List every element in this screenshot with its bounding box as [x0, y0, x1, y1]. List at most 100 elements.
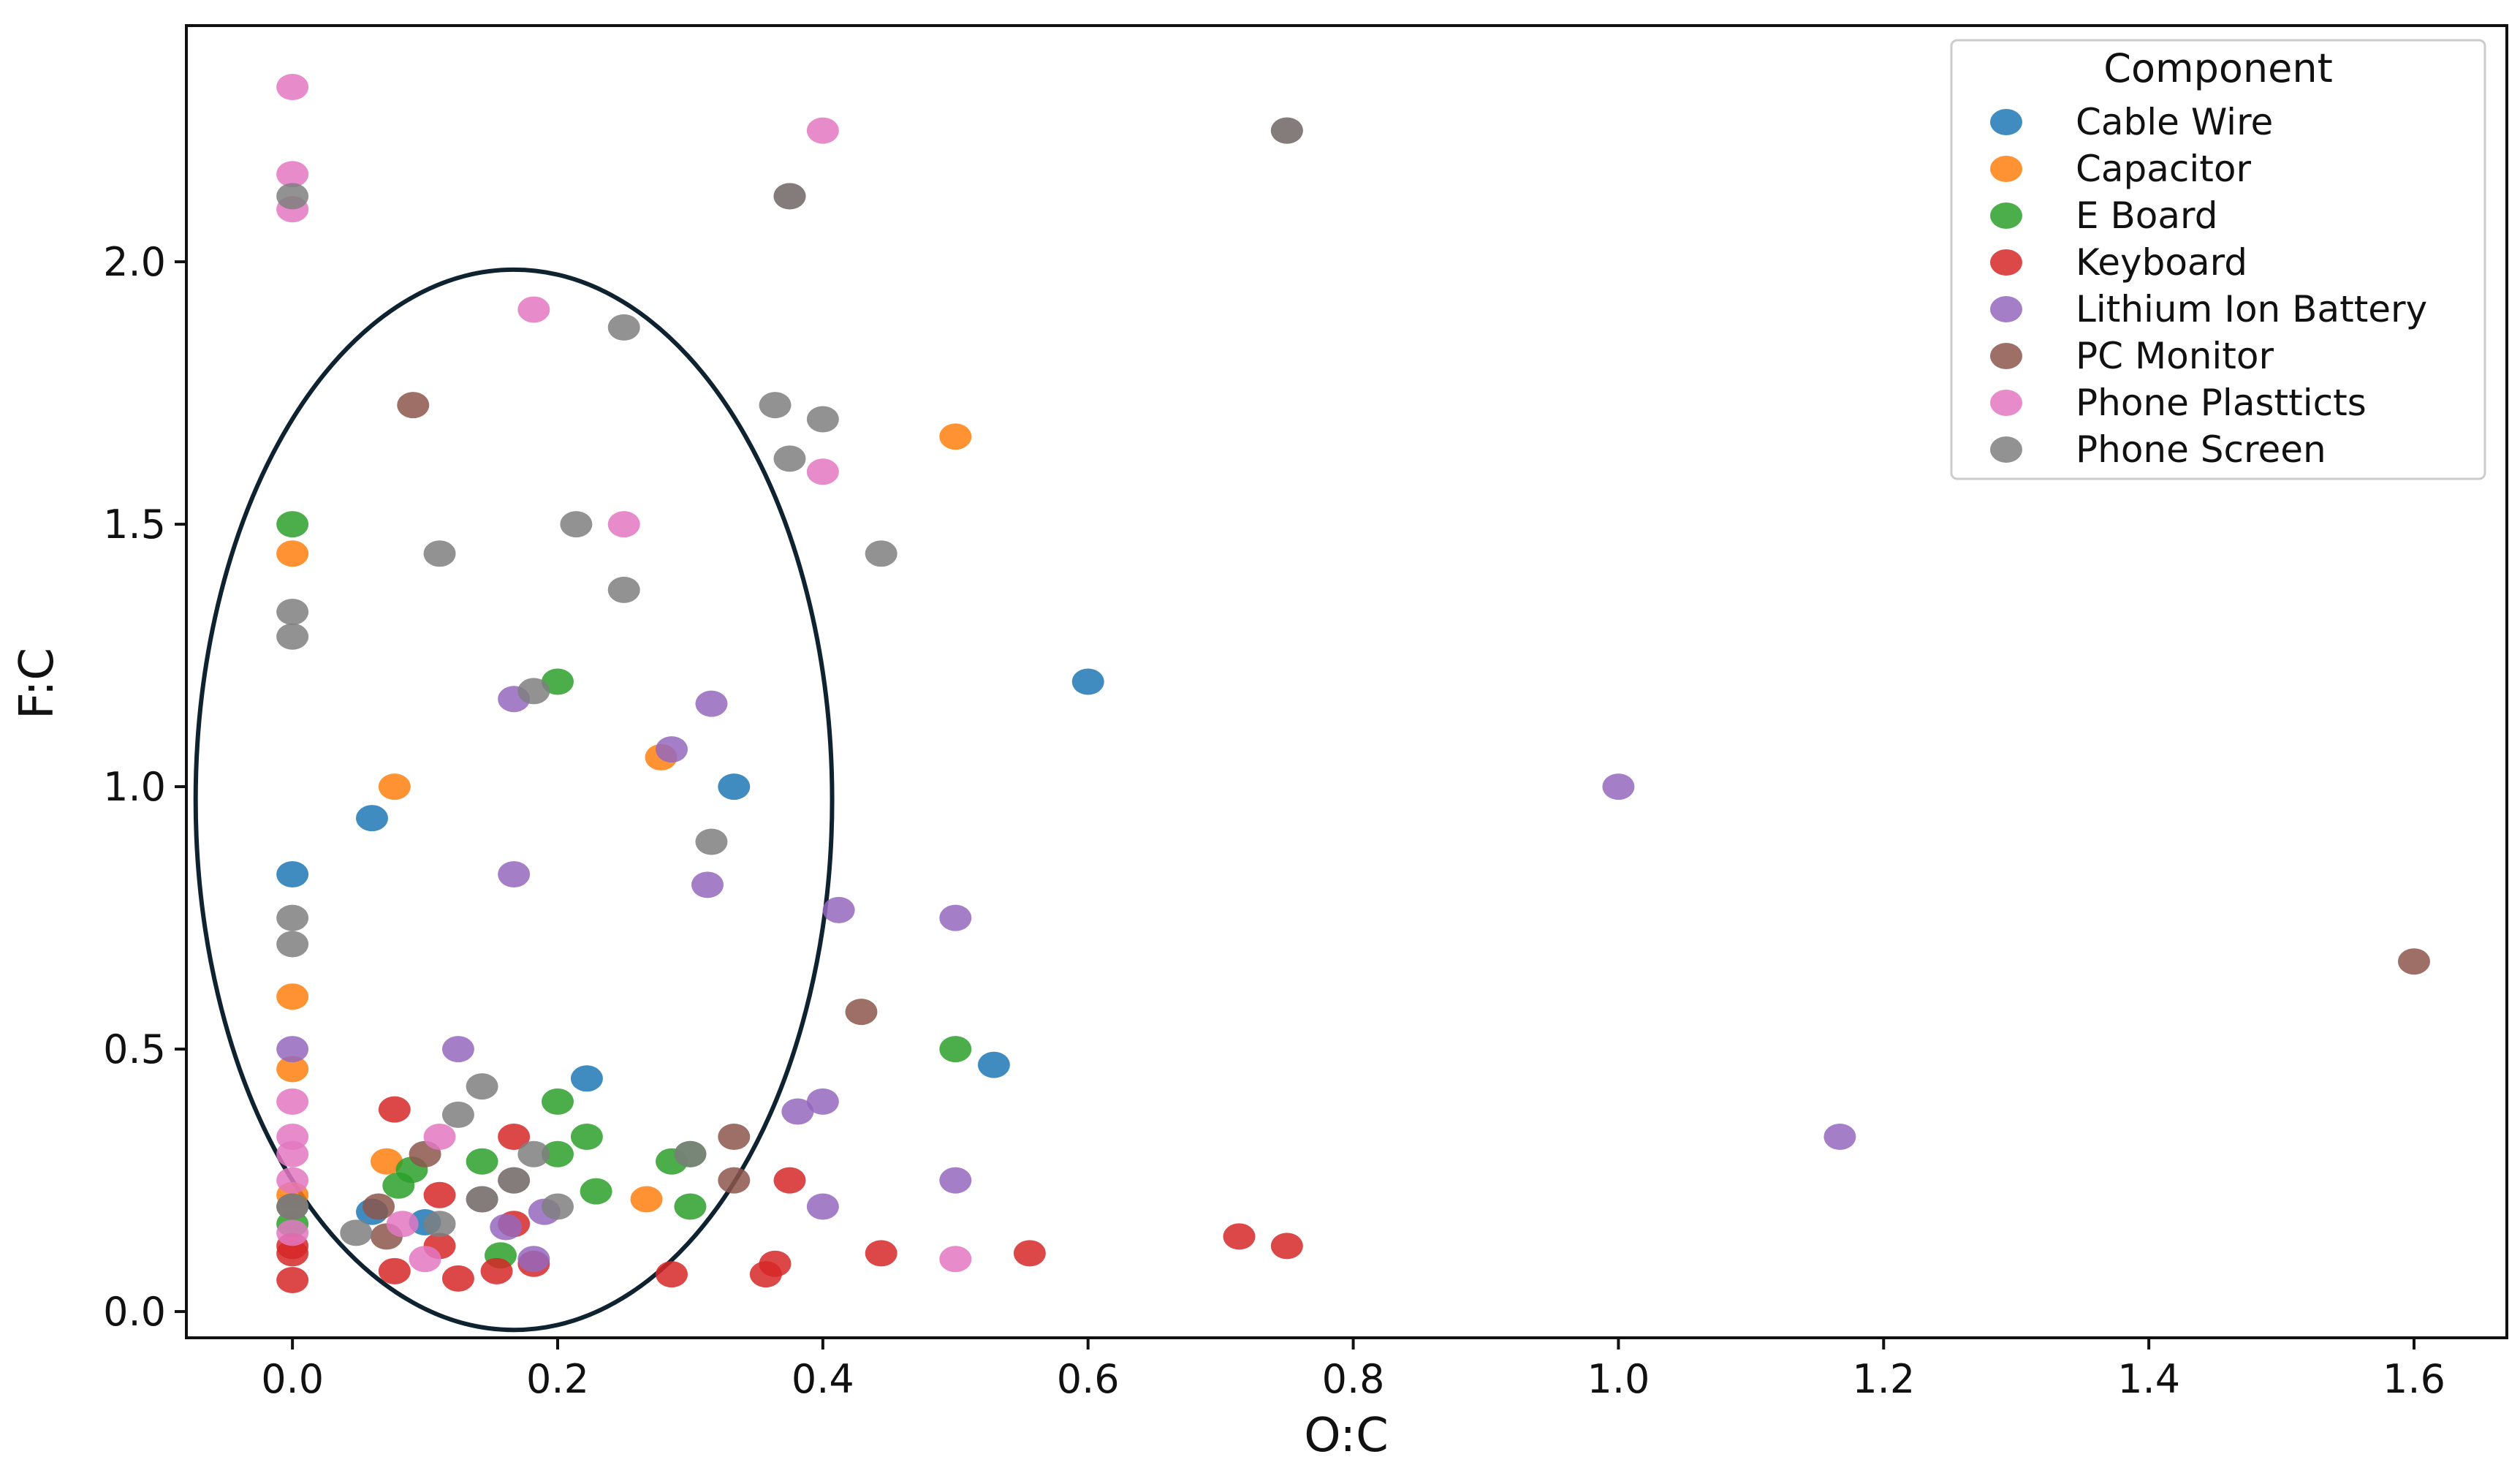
data-point-phone-plastticts [517, 296, 550, 323]
x-tick-label: 0.4 [792, 1356, 854, 1402]
data-point-phone-screen [423, 1211, 456, 1238]
data-point-lithium-ion-battery [691, 871, 724, 898]
legend-label: Lithium Ion Battery [2076, 288, 2427, 330]
data-point-e-board [542, 1088, 574, 1115]
data-point-cable-wire [276, 861, 309, 888]
data-point-phone-screen [695, 828, 728, 855]
data-point-e-board [466, 1148, 498, 1175]
data-point-capacitor [276, 540, 309, 567]
data-point-lithium-ion-battery [490, 1214, 523, 1241]
x-tick-label: 1.2 [1852, 1356, 1915, 1402]
data-point-capacitor [378, 773, 411, 800]
data-point-keyboard [480, 1257, 513, 1284]
legend-label: Phone Screen [2076, 428, 2326, 471]
data-point-lithium-ion-battery [441, 1036, 474, 1063]
legend-title: Component [2103, 45, 2333, 91]
data-point-keyboard [1013, 1240, 1046, 1267]
data-point-keyboard [423, 1181, 456, 1208]
legend-marker [1990, 436, 2022, 463]
data-point-phone-screen [674, 1140, 707, 1167]
data-point-e-board [580, 1178, 612, 1205]
x-tick-label: 0.8 [1322, 1356, 1385, 1402]
data-point-pc-monitor [718, 1124, 751, 1151]
series-phone-plastticts [276, 74, 972, 1273]
data-point-phone-screen [276, 599, 309, 626]
x-tick-label: 0.2 [526, 1356, 589, 1402]
data-point-phone-screen [1270, 117, 1303, 144]
data-point-e-board [570, 1124, 603, 1151]
data-point-capacitor [276, 983, 309, 1010]
highlight-ellipse [193, 267, 835, 1333]
legend-marker [1990, 156, 2022, 182]
data-point-cable-wire [570, 1065, 603, 1092]
data-point-phone-plastticts [607, 511, 640, 538]
data-point-capacitor [630, 1186, 663, 1213]
data-point-keyboard [656, 1261, 688, 1288]
data-point-phone-plastticts [276, 1167, 309, 1194]
data-point-phone-screen [865, 540, 897, 567]
data-point-keyboard [865, 1240, 897, 1267]
legend-marker [1990, 202, 2022, 229]
data-point-phone-screen [773, 183, 806, 210]
legend-label: Cable Wire [2076, 101, 2273, 143]
data-point-lithium-ion-battery [1823, 1124, 1856, 1151]
data-point-lithium-ion-battery [695, 690, 728, 717]
data-point-phone-screen [517, 678, 550, 705]
data-point-phone-screen [542, 1193, 574, 1220]
data-point-cable-wire [1071, 668, 1104, 695]
data-point-keyboard [1270, 1233, 1303, 1260]
data-point-lithium-ion-battery [656, 736, 688, 763]
legend-label: Phone Plastticts [2076, 382, 2367, 424]
data-point-lithium-ion-battery [939, 904, 972, 931]
data-point-phone-screen [498, 1167, 531, 1194]
ellipse-annotations [193, 267, 835, 1333]
data-point-capacitor [370, 1148, 403, 1175]
data-point-pc-monitor [397, 392, 430, 419]
y-tick-label: 1.5 [103, 501, 166, 548]
legend-label: PC Monitor [2076, 335, 2274, 377]
legend-marker [1990, 249, 2022, 276]
legend-box [1950, 39, 2486, 480]
legend-label: Capacitor [2076, 148, 2252, 190]
y-tick-label: 0.0 [103, 1289, 166, 1335]
data-point-lithium-ion-battery [276, 1036, 309, 1063]
data-point-phone-plastticts [276, 1088, 309, 1115]
data-point-keyboard [276, 1267, 309, 1294]
data-point-phone-screen [276, 1193, 309, 1220]
series-keyboard [276, 1096, 1303, 1294]
data-point-cable-wire [718, 773, 751, 800]
data-point-phone-plastticts [276, 74, 309, 101]
data-point-phone-plastticts [806, 117, 839, 144]
data-point-e-board [542, 668, 574, 695]
data-point-lithium-ion-battery [498, 861, 531, 888]
data-point-e-board [939, 1036, 972, 1063]
data-point-phone-screen [423, 540, 456, 567]
data-point-phone-screen [806, 406, 839, 433]
data-point-pc-monitor [2398, 948, 2430, 975]
data-point-phone-plastticts [409, 1246, 441, 1273]
y-tick-label: 1.0 [103, 764, 166, 810]
x-tick-label: 0.6 [1057, 1356, 1120, 1402]
legend-marker [1990, 109, 2022, 135]
data-point-keyboard [378, 1257, 411, 1284]
data-point-phone-plastticts [386, 1211, 419, 1238]
data-point-e-board [542, 1140, 574, 1167]
x-tick-label: 0.0 [261, 1356, 324, 1402]
legend-label: E Board [2076, 194, 2217, 237]
data-point-phone-screen [607, 314, 640, 341]
data-point-capacitor [276, 1056, 309, 1083]
data-point-lithium-ion-battery [806, 1088, 839, 1115]
data-point-lithium-ion-battery [517, 1246, 550, 1273]
y-tick-label: 2.0 [103, 239, 166, 285]
data-point-phone-screen [466, 1073, 498, 1100]
series-phone-screen [276, 117, 1303, 1246]
legend-marker [1990, 343, 2022, 369]
data-point-keyboard [276, 1240, 309, 1267]
x-tick-label: 1.6 [2383, 1356, 2445, 1402]
data-point-keyboard [1223, 1223, 1256, 1250]
data-point-lithium-ion-battery [939, 1167, 972, 1194]
data-point-lithium-ion-battery [822, 896, 855, 923]
data-point-phone-plastticts [423, 1124, 456, 1151]
